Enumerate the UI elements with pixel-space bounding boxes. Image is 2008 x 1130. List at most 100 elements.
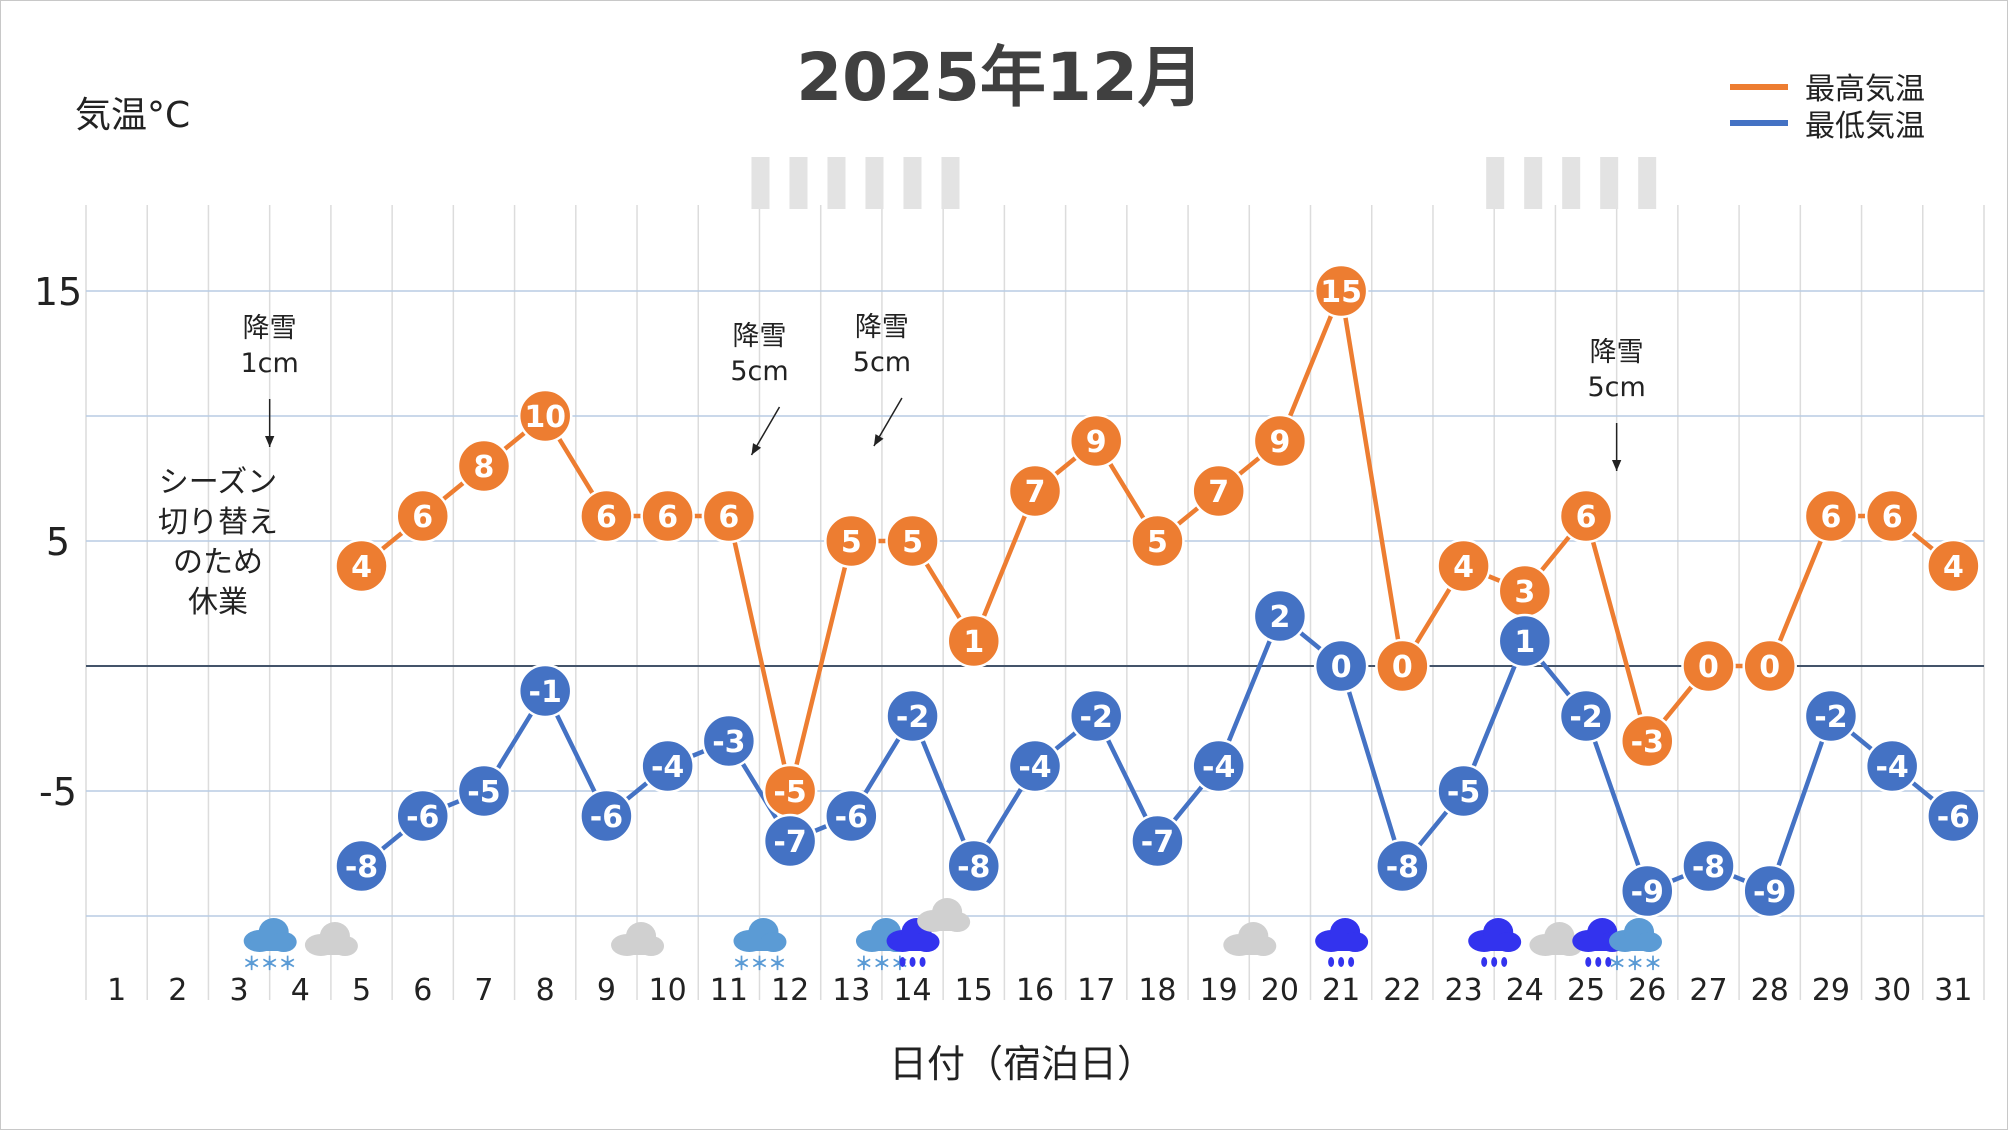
x-tick-label: 11 <box>710 973 748 1008</box>
point-marker <box>1191 738 1246 794</box>
rain-icon <box>1468 918 1522 967</box>
point-label: 7 <box>1208 475 1229 510</box>
min-temp-point: -6 <box>824 788 879 844</box>
point-marker <box>1252 413 1308 469</box>
snow-icon: ＊＊＊ <box>243 918 297 975</box>
cloud-part <box>1321 939 1366 951</box>
min-temp-point: -6 <box>1926 788 1981 844</box>
point-marker <box>762 813 818 869</box>
point-marker <box>1252 588 1308 644</box>
min-temp-point: -9 <box>1620 863 1675 919</box>
point-label: 1 <box>963 625 984 660</box>
point-marker <box>579 488 634 544</box>
point-marker <box>1191 463 1246 519</box>
point-marker <box>946 613 1002 669</box>
top-mark <box>1486 157 1505 209</box>
annotation-text: 5cm <box>730 356 788 387</box>
x-tick-label: 29 <box>1812 973 1850 1008</box>
point-marker <box>1558 688 1614 744</box>
y-tick-label: 5 <box>46 520 70 564</box>
point-label: 6 <box>657 500 678 535</box>
top-mark <box>941 157 960 209</box>
point-label: -5 <box>773 775 806 810</box>
max-temp-point: 5 <box>1130 513 1185 569</box>
snowfall-annotation: 降雪 1cm <box>241 313 299 447</box>
point-label: -2 <box>1080 700 1113 735</box>
x-tick-label: 28 <box>1751 973 1789 1008</box>
x-tick-label: 18 <box>1138 973 1176 1008</box>
point-label: -7 <box>773 825 806 860</box>
point-marker <box>1130 813 1185 869</box>
point-label: 15 <box>1320 275 1362 310</box>
min-temp-point: 1 <box>1497 613 1553 669</box>
x-tick-label: 24 <box>1506 973 1544 1008</box>
max-temp-point: 6 <box>1803 488 1859 544</box>
max-temp-point: 9 <box>1252 413 1308 469</box>
point-label: 6 <box>1820 500 1841 535</box>
min-temp-point: -6 <box>395 788 450 844</box>
top-mark <box>789 157 808 209</box>
min-temp-point: -4 <box>640 738 695 794</box>
legend-min-label: 最低気温 <box>1805 109 1925 144</box>
point-label: 4 <box>1943 550 1964 585</box>
x-tick-label: 19 <box>1200 973 1238 1008</box>
point-label: -1 <box>529 675 562 710</box>
point-marker <box>1068 413 1124 469</box>
y-tick-label: -5 <box>39 770 77 814</box>
min-temp-point: -5 <box>1436 763 1491 819</box>
point-label: 7 <box>1025 475 1046 510</box>
max-temp-point: 4 <box>1926 538 1981 594</box>
point-marker <box>1130 513 1185 569</box>
cloud-part <box>617 943 662 955</box>
point-label: -8 <box>957 850 990 885</box>
top-marks <box>751 157 1657 209</box>
point-marker <box>456 438 512 494</box>
x-tick-label: 10 <box>649 973 687 1008</box>
cloud-icon <box>1223 922 1277 956</box>
raindrop <box>899 957 906 967</box>
max-temp-point: 15 <box>1313 263 1369 319</box>
x-tick-label: 14 <box>893 973 931 1008</box>
raindrop <box>1328 957 1335 967</box>
point-marker <box>1375 638 1430 694</box>
raindrop <box>1348 957 1355 967</box>
point-marker <box>1068 688 1124 744</box>
arrow-head-icon <box>751 443 762 455</box>
point-marker <box>1926 538 1981 594</box>
min-temp-point: -4 <box>1864 738 1920 794</box>
point-marker <box>1313 638 1369 694</box>
point-marker <box>579 788 634 844</box>
x-tick-label: 9 <box>597 973 616 1008</box>
max-temp-point: 0 <box>1375 638 1430 694</box>
x-tick-label: 7 <box>474 973 493 1008</box>
closed-note-line: 休業 <box>188 585 248 620</box>
snowflake-glyph: ＊＊＊ <box>1608 954 1662 975</box>
x-tick-label: 2 <box>168 973 187 1008</box>
x-tick-label: 17 <box>1077 973 1115 1008</box>
point-label: 3 <box>1514 575 1535 610</box>
x-tick-label: 8 <box>536 973 555 1008</box>
min-temp-point: -2 <box>1803 688 1859 744</box>
point-marker <box>640 738 695 794</box>
closed-note-line: 切り替え <box>158 505 278 540</box>
point-marker <box>1375 838 1430 894</box>
raindrop <box>1595 957 1602 967</box>
top-mark <box>1638 157 1657 209</box>
raindrop <box>1501 957 1508 967</box>
raindrop <box>919 957 926 967</box>
chart-title: 2025年12月 <box>796 39 1204 116</box>
min-temp-point: -2 <box>1558 688 1614 744</box>
x-tick-label: 5 <box>352 973 371 1008</box>
min-temp-point: -2 <box>1068 688 1124 744</box>
point-label: 10 <box>524 400 566 435</box>
point-label: 6 <box>412 500 433 535</box>
point-label: -7 <box>1141 825 1174 860</box>
y-axis-label: 気温°C <box>75 95 190 136</box>
arrow-head-icon <box>1611 459 1622 471</box>
max-temp-point: 5 <box>824 513 879 569</box>
cloud-part <box>739 939 784 951</box>
x-tick-label: 13 <box>832 973 870 1008</box>
min-temp-point: -8 <box>946 838 1002 894</box>
